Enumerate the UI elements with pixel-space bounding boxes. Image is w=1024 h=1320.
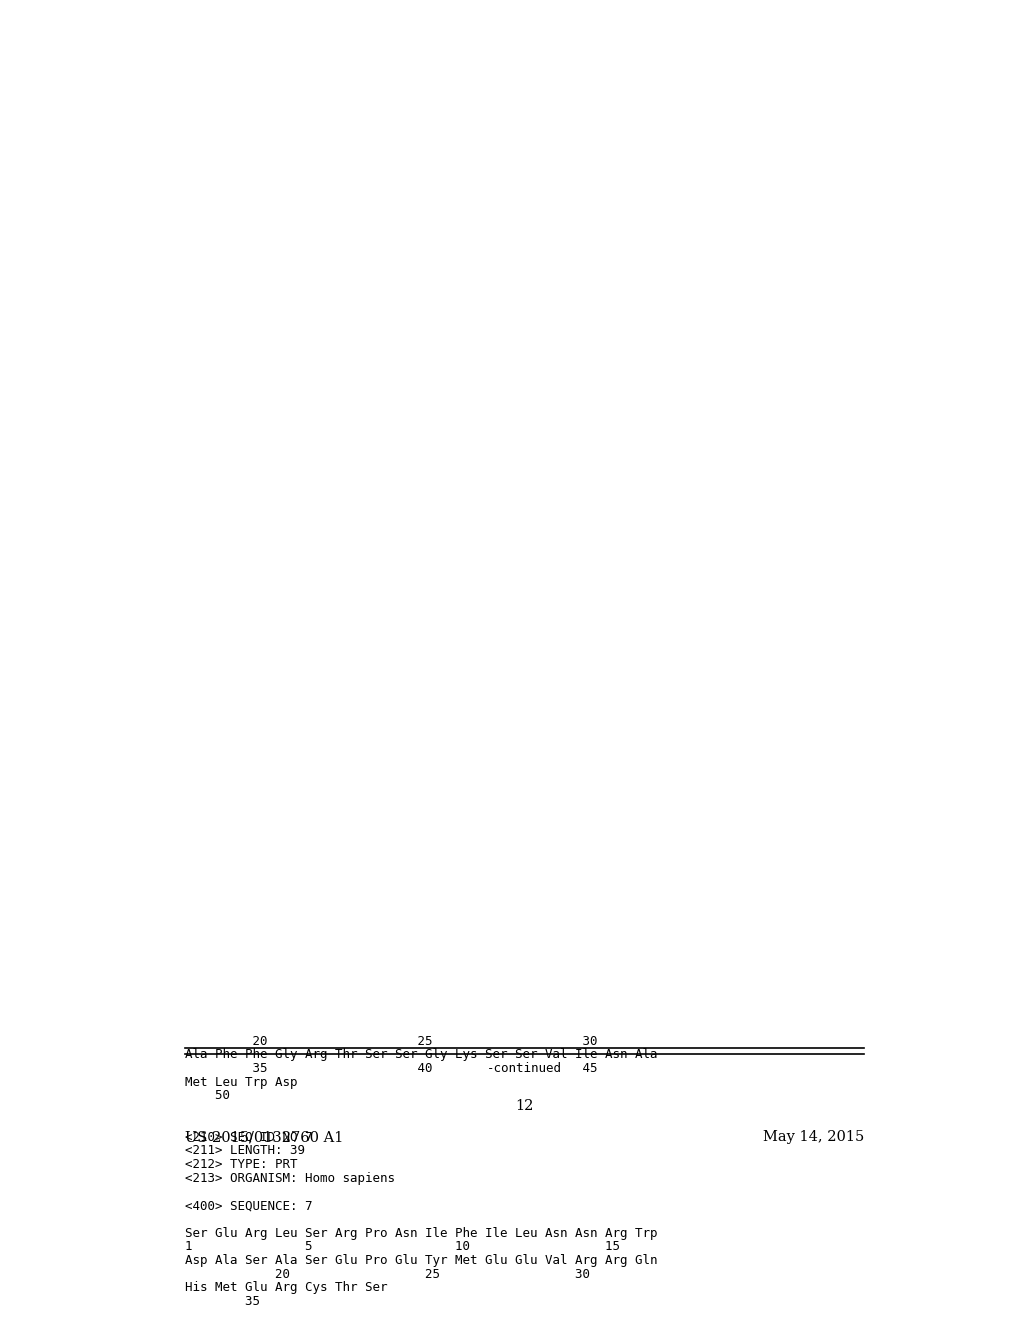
Text: His Met Glu Arg Cys Thr Ser: His Met Glu Arg Cys Thr Ser — [184, 1282, 387, 1295]
Text: 1               5                   10                  15: 1 5 10 15 — [184, 1241, 620, 1253]
Text: US 2015/0132760 A1: US 2015/0132760 A1 — [184, 1130, 343, 1144]
Text: 12: 12 — [516, 1100, 534, 1113]
Text: May 14, 2015: May 14, 2015 — [763, 1130, 864, 1144]
Text: 35: 35 — [184, 1295, 259, 1308]
Text: <210> SEQ ID NO 7: <210> SEQ ID NO 7 — [184, 1131, 312, 1143]
Text: 35                    40                    45: 35 40 45 — [184, 1063, 597, 1074]
Text: <213> ORGANISM: Homo sapiens: <213> ORGANISM: Homo sapiens — [184, 1172, 394, 1185]
Text: -continued: -continued — [487, 1063, 562, 1076]
Text: 50: 50 — [184, 1089, 229, 1102]
Text: <211> LENGTH: 39: <211> LENGTH: 39 — [184, 1144, 304, 1158]
Text: Ser Glu Arg Leu Ser Arg Pro Asn Ile Phe Ile Leu Asn Asn Arg Trp: Ser Glu Arg Leu Ser Arg Pro Asn Ile Phe … — [184, 1226, 657, 1239]
Text: <400> SEQUENCE: 7: <400> SEQUENCE: 7 — [184, 1199, 312, 1212]
Text: 20                    25                    30: 20 25 30 — [184, 1035, 597, 1048]
Text: <212> TYPE: PRT: <212> TYPE: PRT — [184, 1158, 297, 1171]
Text: Ala Phe Phe Gly Arg Thr Ser Ser Gly Lys Ser Ser Val Ile Asn Ala: Ala Phe Phe Gly Arg Thr Ser Ser Gly Lys … — [184, 1048, 657, 1061]
Text: 20                  25                  30: 20 25 30 — [184, 1267, 590, 1280]
Text: Asp Ala Ser Ala Ser Glu Pro Glu Tyr Met Glu Glu Val Arg Arg Gln: Asp Ala Ser Ala Ser Glu Pro Glu Tyr Met … — [184, 1254, 657, 1267]
Text: Met Leu Trp Asp: Met Leu Trp Asp — [184, 1076, 297, 1089]
